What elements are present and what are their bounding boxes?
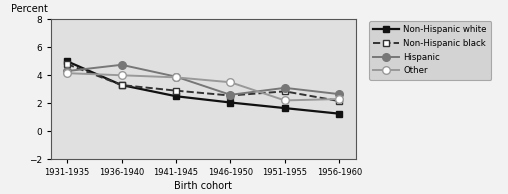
Legend: Non-Hispanic white, Non-Hispanic black, Hispanic, Other: Non-Hispanic white, Non-Hispanic black, …	[369, 21, 491, 80]
Text: Percent: Percent	[11, 4, 48, 14]
X-axis label: Birth cohort: Birth cohort	[174, 181, 232, 191]
